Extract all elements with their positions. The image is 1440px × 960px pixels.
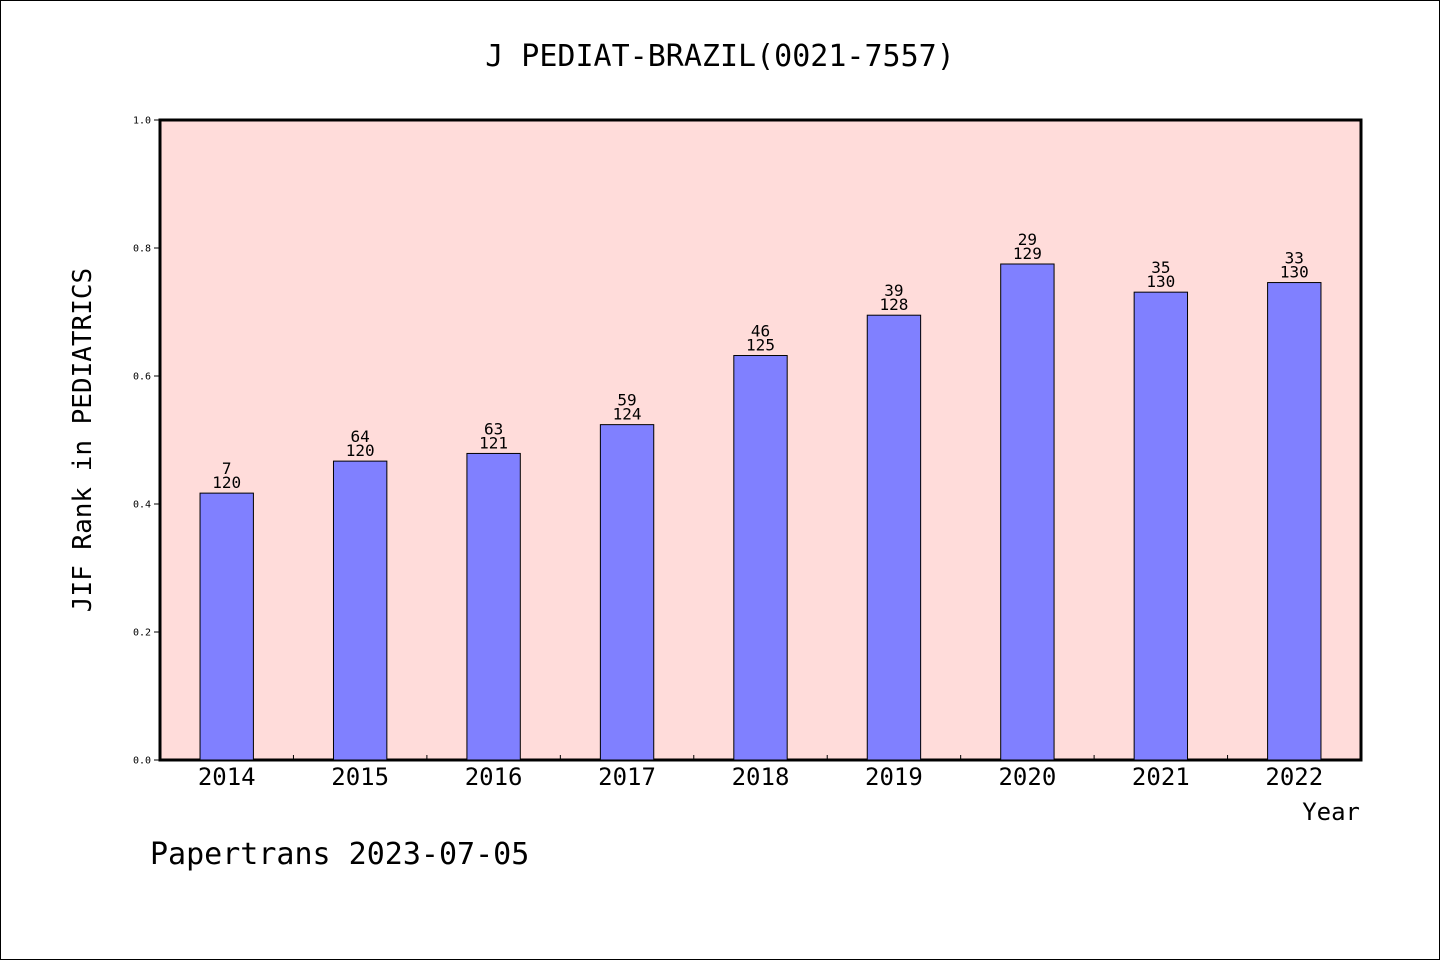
bar-2022: [1267, 282, 1322, 761]
bar-2017: [599, 424, 655, 761]
y-tick-label: 0.6: [133, 372, 151, 383]
bar-2015: [332, 460, 388, 761]
x-tick-label: 2016: [465, 763, 523, 791]
x-tick-label: 2015: [331, 763, 389, 791]
x-tick-label: 2021: [1132, 763, 1190, 791]
bar-rank-label: 64: [351, 427, 370, 446]
y-tick-label: 0.2: [133, 628, 151, 639]
bar-total-label: 128: [879, 295, 908, 314]
footer-credit: Papertrans 2023-07-05: [150, 837, 529, 872]
x-axis-label: Year: [1302, 798, 1360, 826]
bar-2016: [466, 452, 521, 761]
bar-total-label: 130: [1146, 272, 1175, 291]
bar-rank-label: 63: [484, 419, 503, 438]
y-tick-label: 0.0: [133, 756, 151, 767]
x-tick-label: 2018: [732, 763, 790, 791]
bar-2018: [733, 355, 788, 761]
y-tick-label: 1.0: [133, 116, 151, 127]
bar-total-label: 120: [346, 441, 375, 460]
bar-rank-label: 33: [1285, 249, 1304, 268]
bar-total-label: 124: [613, 405, 642, 424]
bar-2014: [199, 492, 254, 761]
bar-total-label: 130: [1280, 263, 1309, 282]
x-tick-label: 2017: [598, 763, 656, 791]
bar-2020: [1000, 263, 1055, 761]
bar-total-label: 129: [1013, 244, 1042, 263]
bar-total-label: 125: [746, 336, 775, 355]
bar-2019: [866, 314, 922, 761]
bar-total-label: 121: [479, 433, 508, 452]
y-tick-label: 0.4: [133, 500, 151, 511]
bar-total-label: 120: [212, 473, 241, 492]
y-tick-label: 0.8: [133, 244, 151, 255]
bar-2021: [1133, 291, 1189, 761]
bar-rank-label: 59: [617, 391, 636, 410]
x-tick-label: 2020: [998, 763, 1056, 791]
chart-title: J PEDIAT-BRAZIL(0021-7557): [485, 39, 955, 74]
bar-rank-label: 29: [1018, 230, 1037, 249]
bar-rank-label: 39: [884, 281, 903, 300]
bar-rank-label: 35: [1151, 258, 1170, 277]
bar-rank-label: 7: [222, 459, 232, 478]
y-axis-label: JIF Rank in PEDIATRICS: [68, 268, 98, 612]
x-tick-label: 2014: [198, 763, 256, 791]
bar-rank-label: 46: [751, 322, 770, 341]
x-tick-label: 2019: [865, 763, 923, 791]
x-tick-label: 2022: [1265, 763, 1323, 791]
